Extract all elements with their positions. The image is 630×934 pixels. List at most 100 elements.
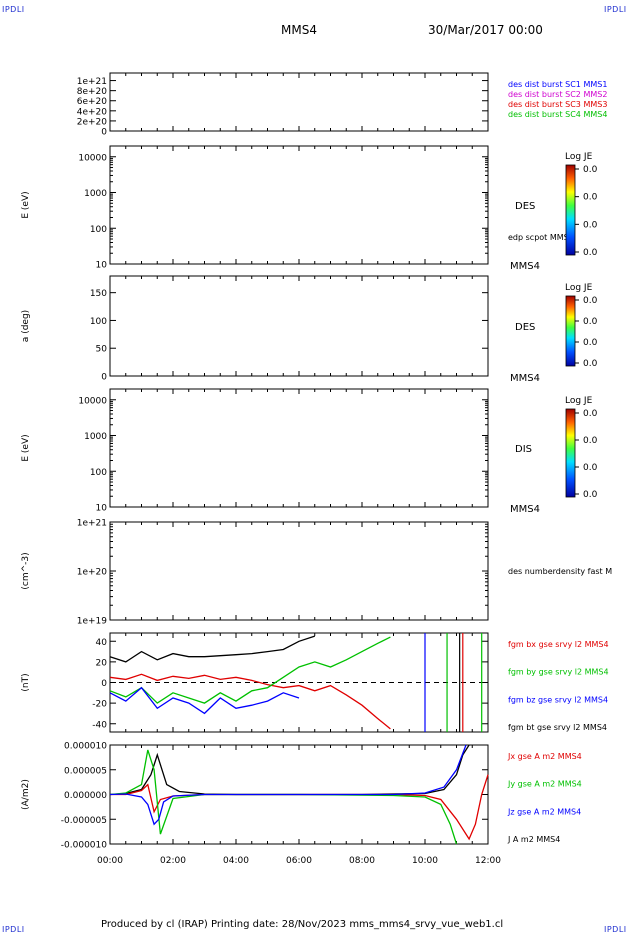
- panel-7-legend-entry: Jz gse A m2 MMS4: [507, 807, 581, 816]
- panel-4-colorbar-tick-label: 0.0: [583, 436, 598, 446]
- panel-3-colorbar-tick-label: 0.0: [583, 338, 598, 348]
- y-tick-label: 50: [96, 345, 108, 355]
- y-tick-label: -0.000005: [61, 816, 107, 826]
- panel-2-colorbar-tick-label: 0.0: [583, 220, 598, 230]
- x-tick-label: 12:00: [475, 856, 501, 866]
- panel-4-colorbar-tick-label: 0.0: [583, 409, 598, 419]
- panel-6-series-line: [109, 686, 300, 715]
- panel-2-frame: [109, 145, 489, 265]
- y-tick-label: 40: [96, 638, 108, 648]
- y-tick-label: -0.000010: [61, 841, 107, 851]
- y-tick-label: 100: [90, 225, 107, 235]
- y-tick-label: 0.000005: [64, 766, 107, 776]
- y-tick-label: 10000: [78, 396, 107, 406]
- panel-4-colorbar: [565, 408, 576, 498]
- panel-1-legend-entry: des dist burst SC1 MMS1: [508, 80, 607, 89]
- panel-1-frame: [109, 72, 489, 132]
- y-tick-label: 10: [96, 504, 108, 514]
- header-datetime: 30/Mar/2017 00:00: [428, 23, 543, 37]
- panel-2-extra-label: edp scpot MMS4: [508, 233, 574, 242]
- panel-3-colorbar-tick-label: 0.0: [583, 359, 598, 369]
- x-tick-label: 06:00: [286, 856, 312, 866]
- panel-2-colorbar-tick-label: 0.0: [583, 193, 598, 203]
- y-tick-label: 0: [101, 679, 107, 689]
- x-tick-label: 04:00: [223, 856, 249, 866]
- y-tick-label: -40: [92, 720, 107, 730]
- panel-2-colorbar-tick-label: 0.0: [583, 248, 598, 258]
- panel-7-series-line: [109, 744, 470, 796]
- panel-4-bottom-label: MMS4: [510, 504, 540, 515]
- y-tick-label: 0.000010: [64, 742, 107, 752]
- panel-7-ylabel: (A/m2): [21, 779, 31, 810]
- panel-2-colorbar: [565, 164, 576, 256]
- x-tick-label: 10:00: [412, 856, 438, 866]
- panel-3-colorbar: [565, 295, 576, 367]
- y-tick-label: 1e+21: [77, 519, 107, 529]
- panel-4-colorbar-tick-label: 0.0: [583, 463, 598, 473]
- panel-6-legend-entry: fgm bz gse srvy l2 MMS4: [508, 695, 608, 704]
- panel-5-legend-entry: des numberdensity fast M: [508, 567, 612, 576]
- y-tick-label: 100: [90, 317, 107, 327]
- panel-1-legend-entry: des dist burst SC3 MMS3: [508, 100, 607, 109]
- corner-label-bottom-left: IPDLI: [2, 925, 25, 934]
- panel-6-legend-entry: fgm bt gse srvy l2 MMS4: [508, 723, 607, 732]
- y-tick-label: 0: [101, 128, 107, 138]
- panel-3-ylabel: a (deg): [21, 310, 31, 342]
- panel-7-series-line: [109, 744, 467, 826]
- header-spacecraft: MMS4: [281, 23, 317, 37]
- panel-4-colorbar-tick-label: 0.0: [583, 490, 598, 500]
- panel-3-side-label: DES: [515, 322, 535, 333]
- x-tick-label: 02:00: [160, 856, 186, 866]
- panel-6-series-line: [109, 635, 316, 663]
- panel-7-legend-entry: Jx gse A m2 MMS4: [507, 752, 582, 761]
- corner-label-bottom-right: IPDLI: [604, 925, 627, 934]
- y-tick-label: 1000: [84, 432, 107, 442]
- panel-6-legend-entry: fgm bx gse srvy l2 MMS4: [508, 640, 609, 649]
- y-tick-label: 100: [90, 468, 107, 478]
- y-tick-label: 10000: [78, 153, 107, 163]
- footer-text: Produced by cl (IRAP) Printing date: 28/…: [101, 919, 504, 930]
- panel-2-colorbar-title: Log JE: [565, 152, 593, 162]
- y-tick-label: 8e+20: [77, 87, 108, 97]
- y-tick-label: 1e+21: [77, 77, 107, 87]
- panel-2-bottom-label: MMS4: [510, 261, 540, 272]
- y-tick-label: 0: [101, 373, 107, 383]
- panel-4-side-label: DIS: [515, 444, 532, 455]
- panel-7-legend-entry: J A m2 MMS4: [507, 835, 560, 844]
- panel-3-frame: [109, 275, 489, 377]
- panel-2-colorbar-tick-label: 0.0: [583, 165, 598, 175]
- y-tick-label: 1000: [84, 189, 107, 199]
- y-tick-label: -20: [92, 700, 107, 710]
- y-tick-label: 20: [96, 658, 108, 668]
- x-tick-label: 00:00: [97, 856, 123, 866]
- y-tick-label: 0.000000: [64, 791, 107, 801]
- panel-6-series-line: [109, 673, 391, 730]
- y-tick-label: 150: [90, 289, 107, 299]
- panel-7-series-line: [109, 749, 458, 845]
- panel-1-legend-entry: des dist burst SC4 MMS4: [508, 110, 607, 119]
- y-tick-label: 2e+20: [77, 117, 108, 127]
- y-tick-label: 1e+19: [77, 617, 108, 627]
- panel-3-bottom-label: MMS4: [510, 373, 540, 384]
- panel-6-ylabel: (nT): [21, 673, 31, 691]
- panel-2-side-label: DES: [515, 201, 535, 212]
- y-tick-label: 4e+20: [77, 107, 108, 117]
- panel-4-ylabel: E (eV): [21, 434, 31, 461]
- panel-5-ylabel: (cm^-3): [21, 552, 31, 589]
- panel-5-frame: [109, 521, 489, 621]
- y-tick-label: 1e+20: [77, 568, 108, 578]
- panel-2-ylabel: E (eV): [21, 191, 31, 218]
- panel-4-frame: [109, 388, 489, 508]
- panel-3-colorbar-title: Log JE: [565, 283, 593, 293]
- panel-3-colorbar-tick-label: 0.0: [583, 296, 598, 306]
- corner-label-top-left: IPDLI: [2, 5, 25, 14]
- y-tick-label: 10: [96, 261, 108, 271]
- panel-1-legend-entry: des dist burst SC2 MMS2: [508, 90, 607, 99]
- panel-6-series-line: [109, 636, 391, 704]
- x-tick-label: 08:00: [349, 856, 375, 866]
- panel-6-legend-entry: fgm by gse srvy l2 MMS4: [508, 668, 609, 677]
- panel-7-legend-entry: Jy gse A m2 MMS4: [507, 780, 582, 789]
- y-tick-label: 6e+20: [77, 97, 108, 107]
- panel-4-colorbar-title: Log JE: [565, 396, 593, 406]
